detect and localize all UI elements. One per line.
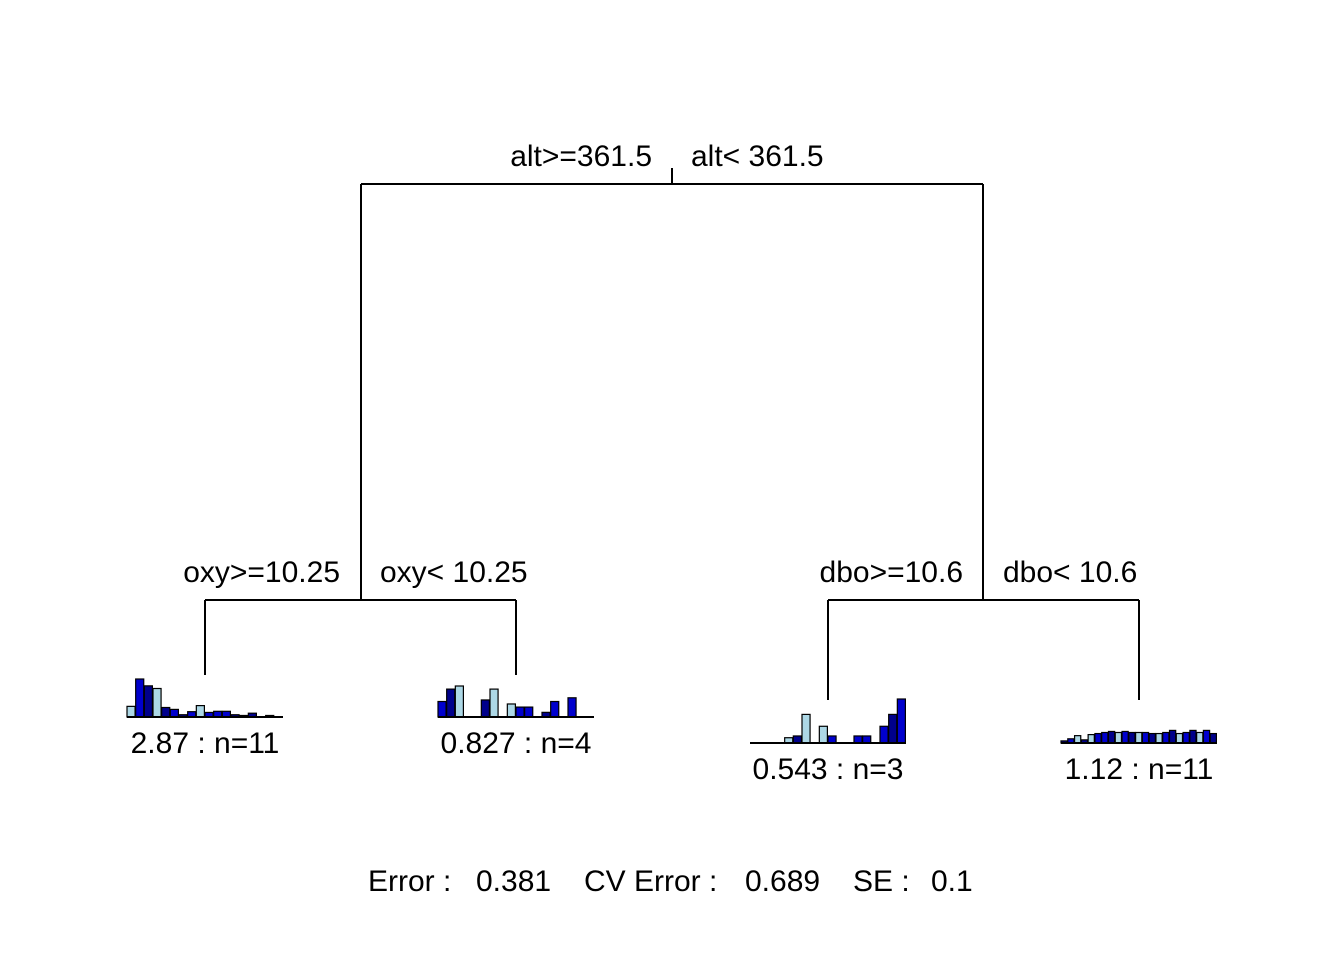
footer-error-label: Error : bbox=[368, 865, 451, 898]
histogram-bar bbox=[437, 700, 447, 718]
histogram-bar bbox=[1087, 733, 1095, 744]
histogram-bar bbox=[126, 705, 136, 718]
histogram-bar bbox=[827, 735, 837, 744]
histogram-bar bbox=[801, 713, 811, 744]
histogram-bar bbox=[1114, 731, 1123, 744]
histogram-bar bbox=[853, 735, 863, 744]
histogram-bar bbox=[1073, 735, 1082, 744]
histogram-bar bbox=[489, 688, 499, 718]
histogram-bar bbox=[818, 725, 829, 744]
leaf-label-1: 2.87 : n=11 bbox=[131, 727, 280, 760]
histogram-bar bbox=[1162, 731, 1170, 744]
histogram-bar bbox=[1196, 731, 1204, 744]
histogram-bar bbox=[888, 713, 898, 744]
leaf-label-4: 1.12 : n=11 bbox=[1065, 753, 1214, 786]
histogram-bar bbox=[1121, 730, 1129, 744]
histogram-bar bbox=[506, 703, 516, 718]
histogram-bar bbox=[1101, 731, 1109, 744]
tree-branches bbox=[204, 168, 1140, 700]
histogram-bar bbox=[161, 706, 171, 718]
histogram-bar bbox=[1202, 729, 1211, 744]
histogram-bar bbox=[1189, 729, 1197, 744]
histogram-bar bbox=[1148, 732, 1156, 744]
right-node-right-split-label: dbo< 10.6 bbox=[1003, 556, 1137, 589]
leaf-histogram-3 bbox=[750, 698, 907, 744]
left-node-right-split-label: oxy< 10.25 bbox=[380, 556, 528, 589]
histogram-bar bbox=[1182, 731, 1190, 744]
histogram-bar bbox=[550, 700, 560, 718]
footer-se-value: 0.1 bbox=[931, 865, 973, 898]
histogram-bar bbox=[169, 708, 180, 718]
histogram-bar bbox=[1107, 730, 1116, 744]
histogram-bar bbox=[480, 699, 490, 718]
leaf-histogram-2 bbox=[437, 685, 594, 718]
leaf-histogram-4 bbox=[1060, 729, 1217, 744]
histogram-bar bbox=[1155, 732, 1163, 744]
histogram-bar bbox=[152, 687, 162, 718]
footer-cv-value: 0.689 bbox=[745, 865, 820, 898]
histogram-bar bbox=[446, 688, 456, 718]
leaf-label-2: 0.827 : n=4 bbox=[441, 727, 592, 760]
histogram-bar bbox=[1168, 729, 1177, 744]
histogram-bar bbox=[567, 697, 577, 718]
leaf-histogram-1 bbox=[126, 678, 283, 718]
footer-error-value: 0.381 bbox=[476, 865, 551, 898]
histogram-bar bbox=[135, 678, 145, 718]
histogram-bar bbox=[524, 706, 534, 718]
histogram-bar bbox=[143, 685, 154, 718]
histogram-bar bbox=[896, 698, 907, 744]
histogram-bar bbox=[879, 725, 889, 744]
root-left-split-label: alt>=361.5 bbox=[510, 140, 652, 173]
footer-se-label: SE : bbox=[853, 865, 910, 898]
footer-cv-label: CV Error : bbox=[584, 865, 717, 898]
histogram-bar bbox=[1209, 732, 1217, 744]
histogram-bar bbox=[454, 685, 464, 718]
histogram-bar bbox=[1128, 731, 1136, 744]
left-node-left-split-label: oxy>=10.25 bbox=[183, 556, 340, 589]
right-node-left-split-label: dbo>=10.6 bbox=[820, 556, 963, 589]
histogram-bar bbox=[792, 735, 803, 744]
histogram-bar bbox=[862, 735, 872, 744]
root-right-split-label: alt< 361.5 bbox=[691, 140, 824, 173]
histogram-bar bbox=[1094, 732, 1102, 744]
histogram-bar bbox=[1175, 732, 1184, 744]
leaf-label-3: 0.543 : n=3 bbox=[753, 753, 904, 786]
histogram-bar bbox=[195, 704, 206, 718]
histogram-bar bbox=[1141, 731, 1150, 744]
histogram-bar bbox=[1135, 731, 1143, 744]
histogram-bar bbox=[515, 706, 525, 718]
